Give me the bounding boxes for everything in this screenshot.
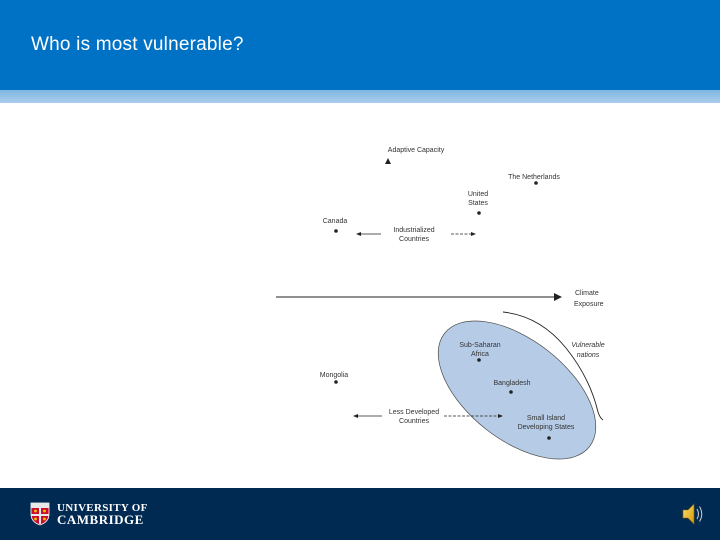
label-ssa-line1: Sub-Saharan xyxy=(459,342,500,349)
vulnerable-region xyxy=(437,320,597,460)
point-united-states xyxy=(477,211,481,215)
ldc-left-head xyxy=(353,414,358,418)
label-netherlands: The Netherlands xyxy=(508,174,560,181)
vulnerable-label-line2: nations xyxy=(577,352,600,359)
label-ssa-line2: Africa xyxy=(471,351,489,358)
label-united-states-line2: States xyxy=(468,200,488,207)
exposure-label-line2: Exposure xyxy=(574,301,604,308)
industrialized-label-line1: Industrialized xyxy=(393,227,434,234)
adaptive-capacity-arrowhead xyxy=(385,158,391,164)
point-canada xyxy=(334,229,338,233)
adaptive-capacity-label: Adaptive Capacity xyxy=(388,147,445,154)
exposure-arrowhead xyxy=(554,293,562,301)
point-sub-saharan-africa xyxy=(477,358,481,362)
label-bangladesh: Bangladesh xyxy=(494,380,531,387)
ldc-label-line2: Countries xyxy=(399,418,429,425)
exposure-label-line1: Climate xyxy=(575,290,599,297)
logo-line2: CAMBRIDGE xyxy=(57,512,144,527)
logo-line1: UNIVERSITY OF xyxy=(57,502,148,514)
industrialized-right-head xyxy=(471,232,476,236)
point-netherlands xyxy=(534,181,538,185)
label-mongolia: Mongolia xyxy=(320,372,349,379)
header-stripe xyxy=(0,90,720,103)
label-sids-line2: Developing States xyxy=(518,424,575,431)
speaker-icon[interactable] xyxy=(680,501,706,527)
industrialized-left-head xyxy=(356,232,361,236)
university-crest-icon xyxy=(30,502,50,526)
point-small-island-states xyxy=(547,436,551,440)
point-bangladesh xyxy=(509,390,513,394)
ldc-right-head xyxy=(498,414,503,418)
footer-bar: UNIVERSITY OF CAMBRIDGE xyxy=(0,488,720,540)
vulnerable-brace xyxy=(502,311,604,421)
slide-title: Who is most vulnerable? xyxy=(31,34,244,55)
point-mongolia xyxy=(334,380,338,384)
vulnerability-diagram: Adaptive Capacity Climate Exposure Indus… xyxy=(276,147,605,460)
label-united-states-line1: United xyxy=(468,191,488,198)
industrialized-label-line2: Countries xyxy=(399,236,429,243)
label-sids-line1: Small Island xyxy=(527,415,565,422)
ldc-label-line1: Less Developed xyxy=(389,409,439,416)
university-logo: UNIVERSITY OF CAMBRIDGE xyxy=(30,502,148,526)
label-canada: Canada xyxy=(323,218,348,225)
header-bar: Who is most vulnerable? xyxy=(0,0,720,90)
vulnerable-label-line1: Vulnerable xyxy=(571,342,604,349)
logo-text: UNIVERSITY OF CAMBRIDGE xyxy=(57,502,148,526)
